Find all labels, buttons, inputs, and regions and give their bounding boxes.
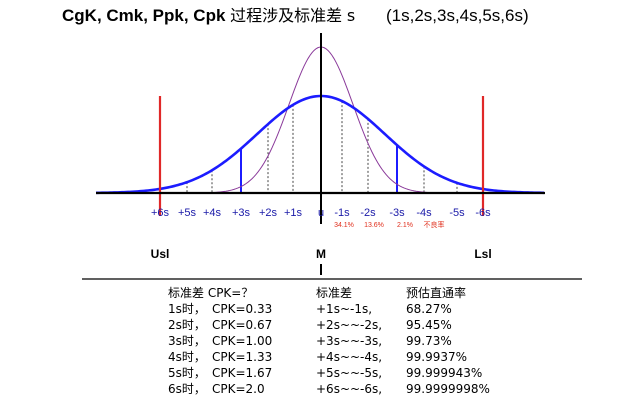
mean-label: M	[316, 247, 326, 261]
row-cpk: CPK=1.33	[212, 350, 273, 364]
row-cpk: CPK=0.33	[212, 302, 273, 316]
row-sigma: 5s时，	[168, 366, 206, 380]
axis-tick-label: +5s	[178, 207, 197, 219]
title-metrics: CgK, Cmk, Ppk, Cpk	[62, 6, 226, 25]
row-sigma: 4s时，	[168, 350, 206, 364]
title-sigma-set: (1s,2s,3s,4s,5s,6s)	[385, 6, 529, 25]
header-sigma-cpk: 标准差 CPK=？	[168, 286, 254, 300]
axis-tick-label: -2s	[360, 207, 376, 219]
area-percent-label: 13.6%	[364, 222, 384, 229]
row-yield: 99.9937%	[406, 350, 468, 364]
area-percent-labels: 34.1% 13.6% 2.1% 不良率	[334, 220, 444, 229]
row-cpk: CPK=2.0	[212, 382, 265, 396]
axis-tick-label: -4s	[416, 207, 432, 219]
row-range: +3s~~-3s,	[316, 334, 383, 348]
title-chinese: 过程涉及标准差	[230, 6, 343, 25]
axis-tick-label: -6s	[475, 207, 491, 219]
title-symbol: s	[346, 6, 356, 25]
row-range: +5s~~-5s,	[316, 366, 383, 380]
row-range: +4s~~-4s,	[316, 350, 383, 364]
header-sigma: 标准差	[316, 286, 353, 300]
row-range: +6s~~-6s,	[316, 382, 383, 396]
row-sigma: 2s时，	[168, 318, 206, 332]
sigma-3-lines	[240, 145, 398, 193]
row-sigma: 3s时，	[168, 334, 206, 348]
axis-tick-labels: +6s +5s +4s +3s +2s +1s u -1s -2s -3s -4s -5s -6s	[151, 207, 491, 219]
row-yield: 95.45%	[406, 318, 452, 332]
axis-tick-label: +1s	[284, 207, 303, 219]
row-yield: 99.999943%	[406, 366, 483, 380]
axis-tick-label: +6s	[151, 207, 170, 219]
lsl-label: Lsl	[474, 247, 491, 261]
area-percent-label: 2.1%	[397, 222, 413, 229]
row-sigma: 6s时，	[168, 382, 206, 396]
row-yield: 68.27%	[406, 302, 452, 316]
axis-tick-label: -5s	[449, 207, 465, 219]
area-percent-label: 不良率	[424, 220, 445, 229]
axis-tick-label: -1s	[334, 207, 350, 219]
area-percent-label: 34.1%	[334, 222, 354, 229]
row-range: +2s~~-2s,	[316, 318, 383, 332]
axis-tick-label: +4s	[203, 207, 222, 219]
row-yield: 99.73%	[406, 334, 452, 348]
row-sigma: 1s时，	[168, 302, 206, 316]
row-cpk: CPK=1.67	[212, 366, 273, 380]
axis-tick-label: +3s	[232, 207, 251, 219]
header-yield: 预估直通率	[406, 286, 467, 300]
page-title: CgK, Cmk, Ppk, Cpk 过程涉及标准差 s (1s,2s,3s,4…	[62, 2, 529, 26]
sigma-dashed-lines	[186, 101, 458, 193]
row-cpk: CPK=0.67	[212, 318, 273, 332]
axis-tick-label: -3s	[389, 207, 405, 219]
row-cpk: CPK=1.00	[212, 334, 273, 348]
axis-tick-label: +2s	[259, 207, 278, 219]
usl-label: Usl	[151, 247, 170, 261]
axis-tick-label: u	[318, 207, 324, 219]
row-range: +1s~-1s,	[316, 302, 373, 316]
row-yield: 99.9999998%	[406, 382, 490, 396]
